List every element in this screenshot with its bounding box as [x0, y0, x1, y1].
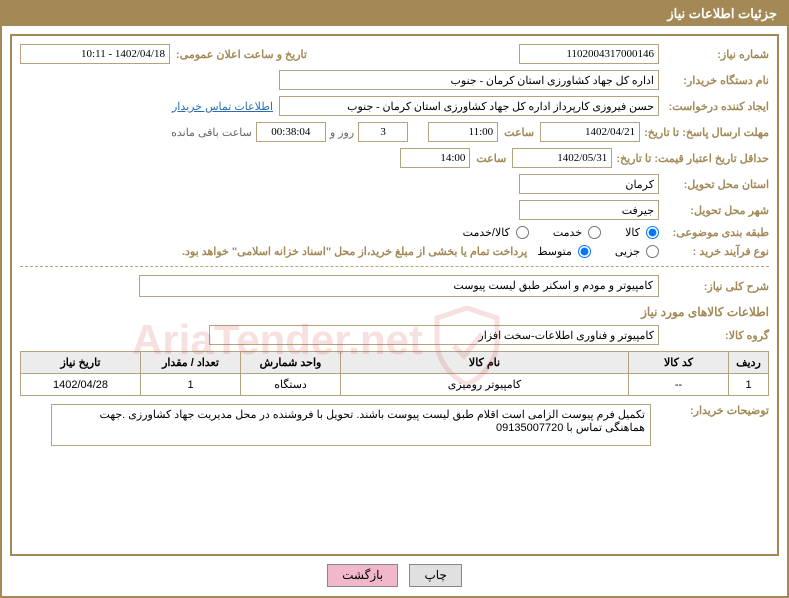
deadline-days-field: [358, 122, 408, 142]
th-name: نام کالا: [341, 352, 629, 374]
buyer-notes-label: توضیحات خریدار:: [659, 404, 769, 417]
price-validity-date-field: [512, 148, 612, 168]
cell-seq: 1: [729, 374, 769, 396]
th-seq: ردیف: [729, 352, 769, 374]
announce-datetime-label: تاریخ و ساعت اعلان عمومی:: [170, 48, 313, 61]
th-unit: واحد شمارش: [241, 352, 341, 374]
delivery-city-label: شهر محل تحویل:: [659, 204, 769, 217]
th-code: کد کالا: [629, 352, 729, 374]
delivery-city-field: [519, 200, 659, 220]
announce-datetime-field: [20, 44, 170, 64]
subject-goods-service-label: کالا/خدمت: [463, 226, 510, 239]
goods-info-title: اطلاعات کالاهای مورد نیاز: [20, 305, 769, 319]
divider: [20, 266, 769, 267]
buyer-org-field: [279, 70, 659, 90]
deadline-date-field: [540, 122, 640, 142]
print-button[interactable]: چاپ: [409, 564, 461, 587]
cell-code: --: [629, 374, 729, 396]
panel-title: جزئیات اطلاعات نیاز: [667, 6, 777, 21]
panel-header: جزئیات اطلاعات نیاز: [2, 2, 787, 26]
purchase-process-radios: جزیی متوسط: [537, 245, 659, 258]
price-validity-label: حداقل تاریخ اعتبار قیمت: تا تاریخ:: [612, 152, 769, 165]
back-button[interactable]: بازگشت: [327, 564, 398, 587]
buyer-org-label: نام دستگاه خریدار:: [659, 74, 769, 87]
cell-date: 1402/04/28: [21, 374, 141, 396]
subject-class-radios: کالا خدمت کالا/خدمت: [463, 226, 659, 239]
process-medium-radio[interactable]: [578, 245, 591, 258]
process-partial-label: جزیی: [615, 245, 640, 258]
general-desc-box: کامپیوتر و مودم و اسکنر طبق لیست پیوست: [139, 275, 659, 297]
delivery-province-label: استان محل تحویل:: [659, 178, 769, 191]
buyer-notes-box: تکمیل فرم پیوست الزامی است اقلام طبق لیس…: [51, 404, 651, 446]
price-validity-time-label: ساعت: [470, 152, 512, 165]
process-medium-label: متوسط: [537, 245, 572, 258]
subject-goods-label: کالا: [625, 226, 640, 239]
table-row: 1 -- کامپیوتر رومیزی دستگاه 1 1402/04/28: [21, 374, 769, 396]
th-qty: تعداد / مقدار: [141, 352, 241, 374]
cell-unit: دستگاه: [241, 374, 341, 396]
subject-service-label: خدمت: [553, 226, 582, 239]
buyer-contact-link[interactable]: اطلاعات تماس خریدار: [172, 100, 273, 113]
goods-group-field: [209, 325, 659, 345]
price-validity-time-field: [400, 148, 470, 168]
subject-class-label: طبقه بندی موضوعی:: [659, 226, 769, 239]
delivery-province-field: [519, 174, 659, 194]
goods-group-label: گروه کالا:: [659, 329, 769, 342]
th-date: تاریخ نیاز: [21, 352, 141, 374]
deadline-days-suffix: روز و: [326, 126, 358, 139]
need-number-label: شماره نیاز:: [659, 48, 769, 61]
purchase-process-label: نوع فرآیند خرید :: [659, 245, 769, 258]
deadline-remaining-field: [256, 122, 326, 142]
requester-field: [279, 96, 659, 116]
goods-table: ردیف کد کالا نام کالا واحد شمارش تعداد /…: [20, 351, 769, 396]
cell-name: کامپیوتر رومیزی: [341, 374, 629, 396]
subject-goods-radio[interactable]: [646, 226, 659, 239]
subject-service-radio[interactable]: [588, 226, 601, 239]
subject-goods-service-radio[interactable]: [516, 226, 529, 239]
cell-qty: 1: [141, 374, 241, 396]
deadline-time-field: [428, 122, 498, 142]
deadline-remaining-suffix: ساعت باقی مانده: [167, 126, 256, 139]
general-desc-label: شرح کلی نیاز:: [659, 280, 769, 293]
purchase-process-note: پرداخت تمام یا بخشی از مبلغ خرید،از محل …: [182, 245, 527, 258]
deadline-label: مهلت ارسال پاسخ: تا تاریخ:: [640, 126, 769, 139]
requester-label: ایجاد کننده درخواست:: [659, 100, 769, 113]
need-number-field: [519, 44, 659, 64]
process-partial-radio[interactable]: [646, 245, 659, 258]
deadline-time-label: ساعت: [498, 126, 540, 139]
